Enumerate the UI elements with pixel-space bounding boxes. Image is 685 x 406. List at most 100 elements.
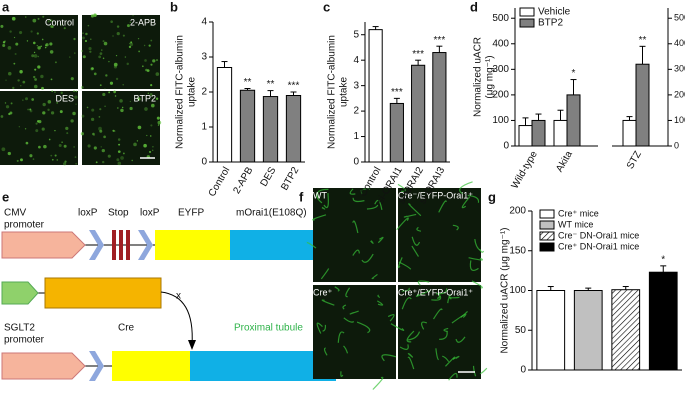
legend-swatch	[519, 7, 535, 17]
bar	[239, 89, 256, 163]
construct-diagram: CMV promoter loxP Stop loxP EYFP mOrai1(…	[1, 208, 345, 381]
fluorescence	[14, 53, 17, 56]
fluorescence	[352, 249, 360, 256]
fluorescence	[50, 19, 53, 22]
fluorescence	[25, 16, 27, 18]
y-tick-label: 100	[492, 115, 509, 126]
fluorescence	[99, 108, 102, 111]
fluorescence	[91, 67, 94, 70]
fluorescence	[323, 193, 329, 209]
y2-tick-label: 400	[674, 38, 685, 48]
fluorescence	[17, 79, 20, 82]
fluorescence	[90, 38, 92, 41]
bar	[622, 119, 637, 147]
fluorescence	[129, 21, 132, 24]
fluorescence	[133, 142, 137, 147]
fluorescence	[352, 220, 359, 234]
fluorescence	[35, 129, 39, 133]
y2-tick-label: 0	[674, 140, 679, 150]
fluorescence	[321, 206, 326, 210]
y-tick-label: 2	[201, 87, 207, 98]
bar	[536, 290, 566, 371]
fluorescence	[152, 149, 154, 151]
fluorescence	[12, 17, 14, 19]
fluorescence	[99, 52, 103, 55]
fluorescence	[401, 297, 412, 310]
fluorescence	[59, 110, 63, 114]
fluorescence	[306, 241, 317, 249]
fluorescence	[60, 91, 63, 95]
fluorescence	[443, 327, 449, 333]
fluorescence	[40, 45, 42, 47]
legend-swatch	[539, 209, 555, 219]
fluorescence	[13, 62, 16, 65]
fluorescence	[337, 331, 345, 343]
fluorescence	[42, 111, 46, 115]
fluorescence	[18, 126, 21, 128]
fluorescence	[374, 199, 383, 210]
fluorescence	[146, 69, 150, 72]
fluorescence	[47, 100, 52, 104]
fluorescence	[143, 143, 147, 148]
fluorescence	[51, 90, 54, 93]
fluorescence	[75, 103, 77, 105]
fluorescence	[90, 117, 95, 122]
fluorescence	[144, 59, 147, 62]
fluorescence	[116, 25, 120, 28]
fluorescence	[356, 321, 371, 334]
fluorescence	[82, 36, 85, 40]
y-tick-label: 3	[201, 52, 207, 63]
fluorescence	[468, 257, 483, 261]
y-tick-label: 50	[515, 325, 527, 336]
fluorescence	[452, 224, 459, 231]
arrow	[160, 291, 193, 346]
fluorescence	[104, 88, 106, 90]
fluorescence	[398, 261, 412, 270]
fluorescence	[49, 24, 53, 28]
fluorescence	[112, 129, 115, 132]
fluorescence	[119, 99, 123, 103]
eyfp	[155, 230, 230, 260]
fluorescence	[93, 146, 97, 150]
fluorescence	[155, 59, 159, 62]
y2-tick-label: 200	[674, 89, 685, 99]
fluorescence	[48, 138, 51, 141]
fluorescence	[54, 61, 57, 64]
fluorescence	[80, 85, 84, 89]
stop	[126, 230, 130, 260]
fluorescence	[58, 143, 62, 147]
tissue-label: Proximal tubule	[234, 323, 303, 334]
fluorescence	[157, 120, 162, 125]
cre-label: Cre	[118, 323, 135, 334]
fluorescence	[74, 52, 76, 54]
fluorescence	[126, 62, 129, 66]
y-tick-label: 0	[353, 157, 359, 168]
fluorescence	[82, 55, 86, 59]
legend-label: BTP2	[538, 18, 563, 29]
fluorescence	[118, 143, 121, 146]
fluorescence	[98, 116, 101, 118]
fluorescence	[143, 44, 146, 47]
fluorescence	[33, 51, 36, 54]
fluorescence	[155, 97, 159, 100]
panel-label: d	[470, 0, 478, 14]
fluorescence	[345, 287, 351, 298]
fluorescence	[51, 25, 54, 29]
fluorescence	[56, 102, 58, 104]
fluorescence	[63, 162, 67, 166]
fluorescence	[34, 84, 38, 89]
legend-swatch	[519, 18, 535, 28]
fluorescence	[343, 317, 355, 323]
legend-swatch	[539, 231, 555, 241]
panel-label: a	[2, 0, 10, 14]
y-tick-label: 200	[492, 90, 509, 101]
fluorescence	[7, 151, 11, 156]
fluorescence	[150, 39, 153, 42]
x-tick-label: BTP2	[279, 165, 301, 193]
fluorescence	[51, 158, 54, 161]
fluorescence	[471, 280, 483, 289]
bar	[648, 271, 678, 371]
fluorescence	[361, 253, 374, 263]
fluorescence	[370, 240, 374, 244]
micrograph-label: Control	[45, 17, 74, 27]
